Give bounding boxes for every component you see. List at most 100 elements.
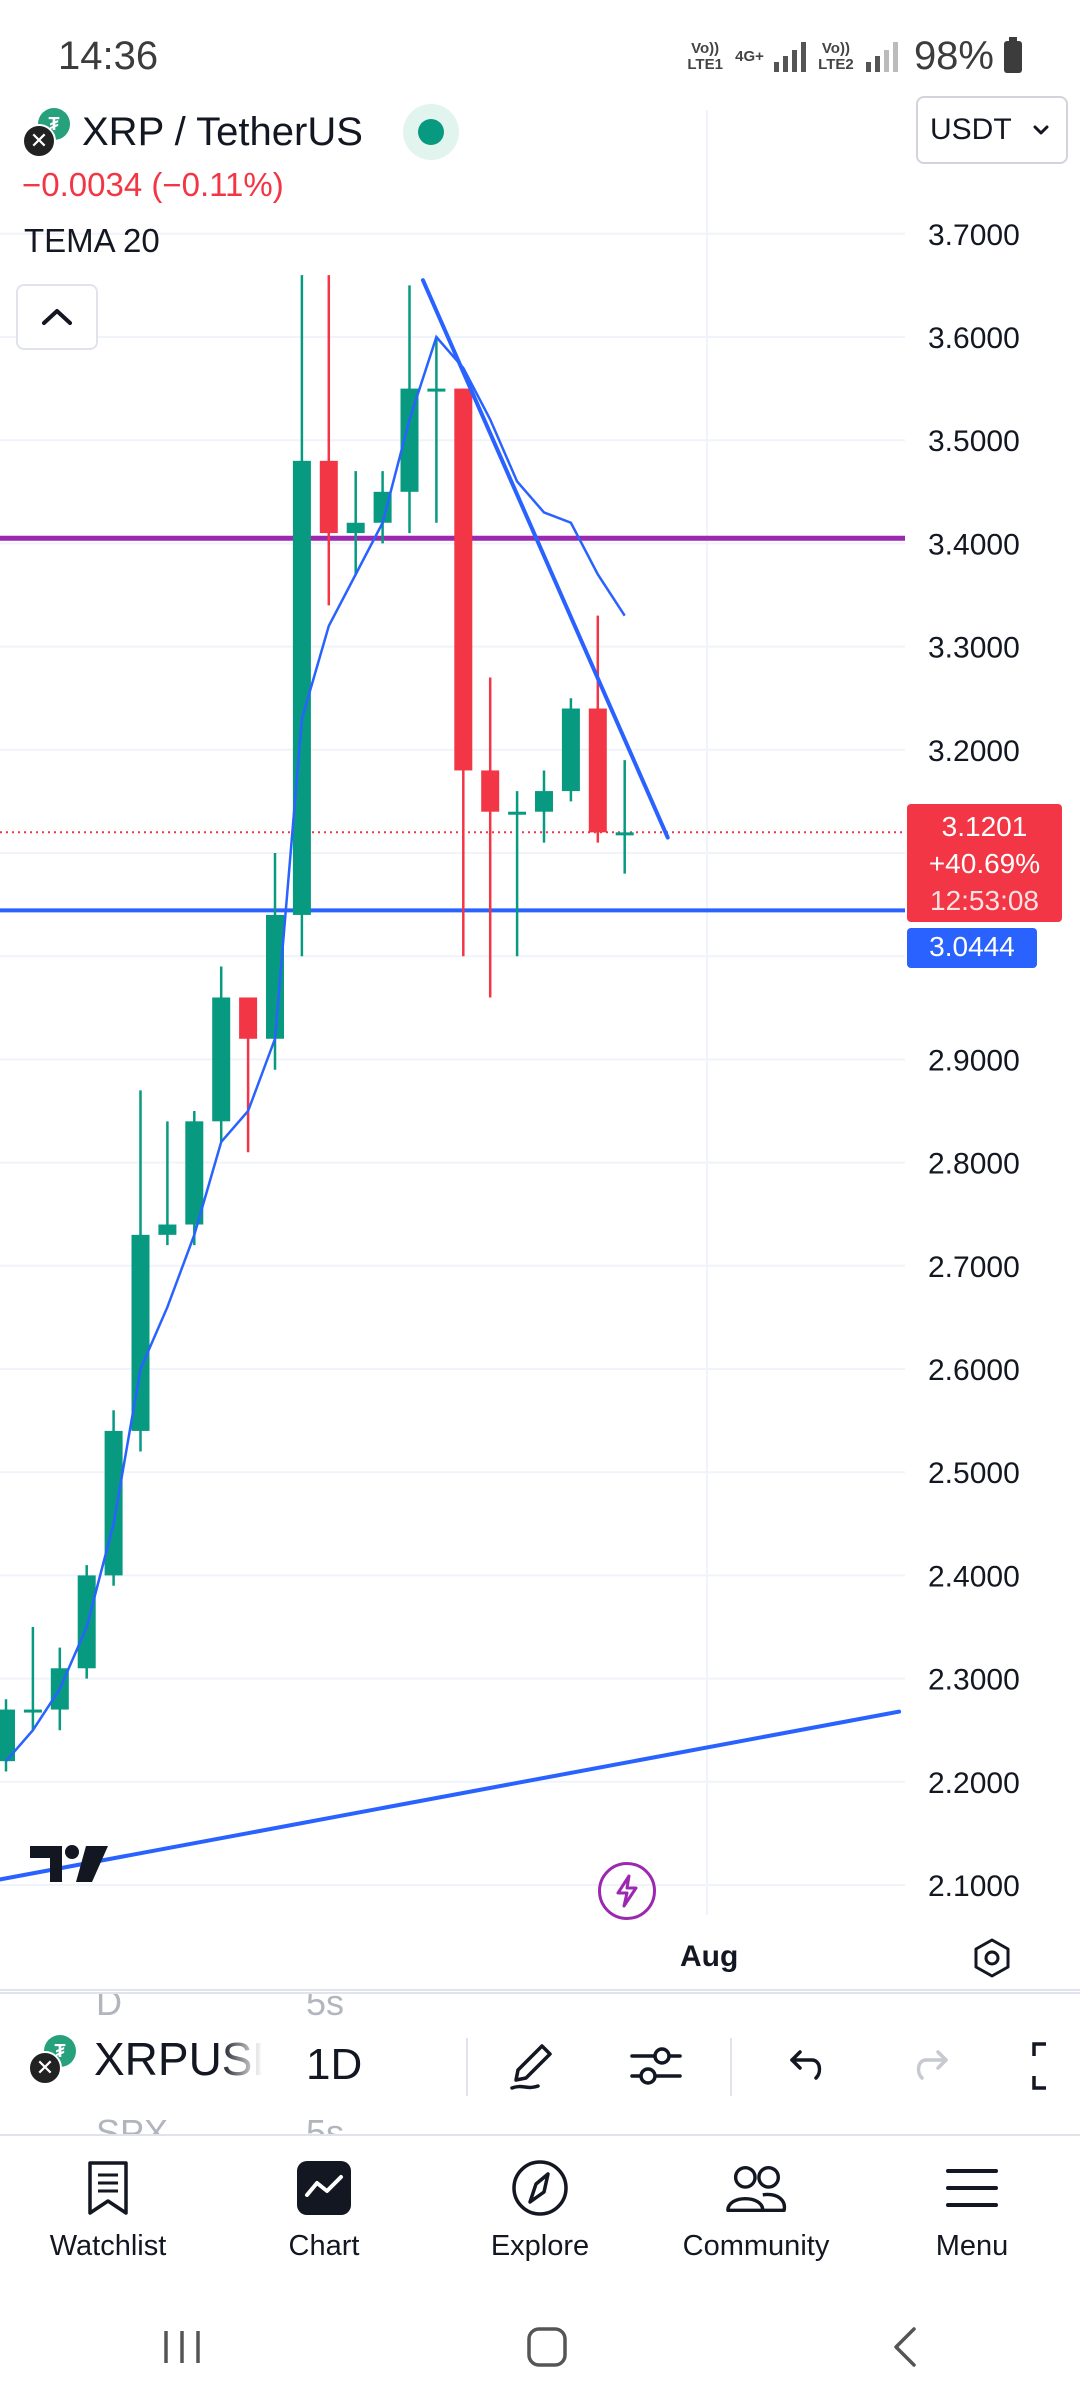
price-tick-label: 3.3000	[928, 632, 1020, 665]
sim1-label: Vo)) LTE1	[687, 39, 723, 73]
candle-body	[185, 1121, 204, 1225]
nav-label-explore: Explore	[490, 2230, 590, 2262]
price-tick-label: 2.3000	[928, 1664, 1020, 1697]
current-price-label: 3.1201 +40.69% 12:53:08	[907, 804, 1062, 922]
horizontal-lines	[0, 535, 905, 913]
price-tick-label: 2.4000	[928, 1560, 1020, 1593]
price-change: −0.0034 (−0.11%)	[22, 166, 284, 203]
system-nav	[0, 2298, 1080, 2400]
last-price: 3.1201	[941, 811, 1028, 842]
candle-body	[77, 1575, 96, 1669]
nav-community[interactable]: Community	[648, 2136, 864, 2298]
compass-icon	[508, 2156, 572, 2220]
indicator-label[interactable]: TEMA 20	[24, 222, 160, 259]
candle-body	[561, 708, 580, 792]
candle-body	[373, 491, 392, 523]
market-status-icon[interactable]	[402, 104, 459, 160]
price-tick-label: 3.4000	[928, 528, 1020, 561]
candle-body	[427, 388, 446, 392]
symbol-title: XRP / TetherUS	[82, 109, 363, 154]
battery-text: 98%	[913, 34, 994, 78]
toolbar-divider	[730, 2038, 732, 2096]
lightning-glyph	[616, 1874, 638, 1908]
candle-body	[535, 791, 553, 812]
nav-chart[interactable]: Chart	[216, 2136, 432, 2298]
candle-body	[131, 1234, 150, 1431]
line-price-label: 3.0444	[907, 928, 1037, 968]
live-dot	[417, 119, 444, 145]
candle-body	[319, 460, 338, 534]
trendline	[420, 278, 670, 840]
percent-change: +40.69%	[928, 848, 1041, 879]
status-time: 14:36	[58, 34, 159, 78]
price-tick-label: 3.5000	[928, 425, 1020, 458]
symbol-header[interactable]: ₮ ✕ XRP / TetherUS	[22, 104, 459, 160]
tradingview-logo[interactable]	[28, 1842, 112, 1886]
chevron-up-icon	[42, 309, 72, 325]
collapse-button[interactable]	[16, 284, 98, 350]
fullscreen-icon[interactable]	[1020, 2030, 1080, 2102]
candle-body	[292, 460, 311, 915]
candle-body	[158, 1224, 177, 1235]
countdown: 12:53:08	[930, 885, 1039, 916]
xrp-icon: ✕	[28, 2051, 62, 2085]
nav-label-chart: Chart	[288, 2230, 360, 2262]
ghost-symbol-below: SPX	[96, 2112, 169, 2136]
coin-pair-icon: ₮ ✕	[22, 108, 70, 158]
ghost-interval-above: 5s	[306, 1992, 345, 2023]
back-icon[interactable]	[890, 2325, 920, 2374]
chevron-down-icon	[1033, 125, 1049, 135]
candle-body	[508, 811, 527, 815]
lightning-icon[interactable]	[598, 1862, 656, 1920]
price-chart[interactable]: 3.7000 3.6000 3.5000 3.4000 3.3000 3.2000 2.90…	[0, 90, 1080, 1992]
time-axis-label: Aug	[680, 1940, 739, 1973]
candle-body	[346, 522, 365, 534]
candlestick-series	[0, 275, 634, 1772]
price-tick-label: 3.7000	[928, 219, 1020, 252]
battery-icon	[1004, 36, 1022, 73]
status-indicators: Vo)) LTE1 4G+ Vo)) LTE2 98%	[685, 34, 1022, 79]
home-icon[interactable]	[525, 2325, 569, 2374]
candle-body	[212, 997, 231, 1122]
xrp-icon: ✕	[22, 124, 56, 158]
price-tick-label: 2.7000	[928, 1251, 1020, 1284]
candle-body	[454, 388, 473, 771]
candle-body	[239, 997, 258, 1039]
undo-icon[interactable]	[770, 2030, 842, 2102]
candle-body	[400, 388, 419, 492]
candle-body	[0, 1709, 15, 1762]
trendline	[0, 1709, 902, 1882]
currency-value: USDT	[930, 113, 1012, 146]
settings-glyph	[974, 1938, 1010, 1978]
tema-polyline	[5, 334, 626, 1762]
nav-watchlist[interactable]: Watchlist	[0, 2136, 216, 2298]
nav-explore[interactable]: Explore	[432, 2136, 648, 2298]
chart-icon	[292, 2156, 356, 2220]
recents-icon[interactable]	[160, 2327, 204, 2372]
redo-icon[interactable]	[896, 2030, 968, 2102]
nav-menu[interactable]: Menu	[864, 2136, 1080, 2298]
signal-icon-2	[865, 41, 898, 72]
price-tick-label: 2.5000	[928, 1457, 1020, 1490]
symbol-selector[interactable]: ₮ ✕ XRPUSD	[28, 2032, 262, 2086]
coin-pair-icon: ₮ ✕	[28, 2035, 76, 2085]
candle-body	[104, 1430, 123, 1576]
sim2-label: Vo)) LTE2	[818, 39, 854, 73]
currency-select[interactable]: USDT	[916, 96, 1068, 164]
toolbar-divider	[466, 2038, 468, 2096]
candle-body	[481, 770, 500, 812]
network-label: 4G+	[735, 47, 764, 65]
price-tick-label: 3.6000	[928, 322, 1020, 355]
price-axis: 3.7000 3.6000 3.5000 3.4000 3.3000 3.2000 2.90…	[928, 219, 1020, 1903]
sliders-icon[interactable]	[620, 2030, 692, 2102]
price-tick-label: 2.8000	[928, 1148, 1020, 1181]
price-tick-label: 2.1000	[928, 1870, 1020, 1903]
ghost-interval-below: 5s	[306, 2112, 345, 2136]
chart-grid	[0, 110, 1080, 1991]
trendlines	[0, 278, 902, 1882]
candle-body	[266, 914, 284, 1039]
signal-icon	[773, 41, 806, 72]
pen-icon[interactable]	[496, 2030, 568, 2102]
interval-selector[interactable]: 1D	[306, 2040, 363, 2089]
hexagon-settings-icon[interactable]	[970, 1936, 1014, 1985]
